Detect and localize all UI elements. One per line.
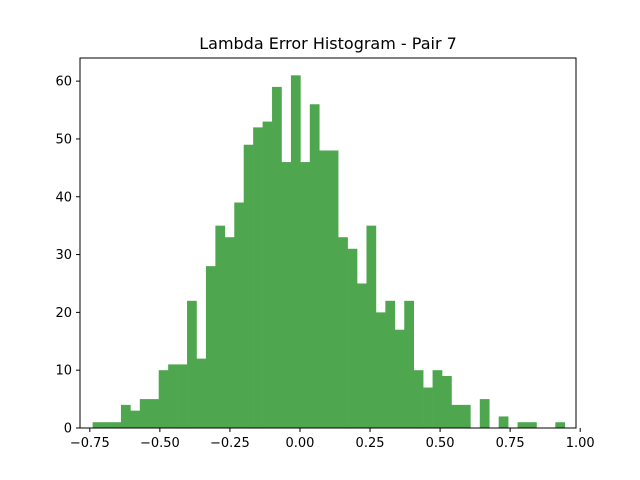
y-tick-label: 60 — [55, 75, 72, 90]
histogram-bar — [243, 144, 254, 428]
chart-title: Lambda Error Histogram - Pair 7 — [199, 34, 457, 53]
histogram-bar — [328, 150, 339, 428]
y-tick-label: 20 — [55, 306, 72, 321]
x-tick-label: 0.00 — [286, 436, 315, 451]
histogram-bar — [347, 248, 358, 428]
histogram-bar — [111, 422, 122, 428]
histogram-bar — [290, 75, 301, 428]
histogram-bar — [253, 127, 263, 428]
x-tick-label: −0.25 — [210, 436, 250, 451]
histogram-bar — [498, 416, 509, 428]
histogram-bar — [527, 422, 537, 428]
histogram-bar — [92, 422, 103, 428]
x-tick-label: 0.50 — [426, 436, 455, 451]
histogram-bar — [102, 422, 112, 428]
histogram-bar — [120, 404, 131, 428]
histogram-bar — [205, 266, 216, 428]
plot-frame — [79, 57, 577, 429]
histogram-bar — [357, 283, 367, 428]
histogram-bar — [130, 410, 141, 428]
histogram-bar — [139, 399, 150, 428]
histogram-bar — [479, 399, 490, 428]
histogram-bar — [224, 237, 235, 428]
x-tick-label: −0.75 — [70, 436, 110, 451]
histogram-bar — [451, 404, 462, 428]
y-tick-label: 0 — [64, 422, 72, 437]
histogram-bar — [234, 202, 245, 428]
histogram-bar — [158, 370, 169, 428]
histogram-bar — [215, 225, 226, 428]
x-tick-label: −0.50 — [140, 436, 180, 451]
histogram-bar — [272, 86, 282, 428]
histogram-bar — [300, 162, 311, 428]
y-tick-label: 30 — [55, 248, 72, 263]
x-tick-label: 1.00 — [566, 436, 595, 451]
y-tick-label: 40 — [55, 190, 72, 205]
histogram-bar — [187, 300, 197, 428]
y-axis: 0 10 20 30 40 50 60 — [55, 75, 80, 437]
histogram-bar — [423, 387, 433, 428]
x-axis: −0.75 −0.50 −0.25 0.00 0.25 0.50 0.75 1.00 — [70, 428, 595, 451]
histogram-bar — [385, 300, 396, 428]
histogram-bar — [517, 422, 528, 428]
histogram-bar — [309, 104, 320, 428]
histogram-bar — [375, 312, 386, 428]
histogram-bar — [460, 404, 471, 428]
histogram-bar — [394, 329, 405, 428]
y-tick-label: 50 — [55, 132, 72, 147]
bars-group — [92, 75, 566, 428]
histogram-bar — [442, 375, 452, 428]
x-tick-label: 0.75 — [496, 436, 525, 451]
histogram-bar — [177, 364, 188, 428]
histogram-bar — [168, 364, 178, 428]
histogram-bar — [404, 300, 414, 428]
histogram-bar — [338, 237, 348, 428]
histogram-bar — [555, 422, 566, 428]
histogram-bar — [413, 370, 424, 428]
histogram-bar — [319, 150, 330, 428]
histogram-bar — [281, 162, 292, 428]
histogram-bar — [262, 121, 273, 428]
y-tick-label: 10 — [55, 364, 72, 379]
histogram-bar — [196, 358, 207, 428]
histogram-bar — [432, 370, 443, 428]
histogram-bar — [366, 225, 377, 428]
x-tick-label: 0.25 — [356, 436, 385, 451]
histogram-bar — [149, 399, 160, 428]
